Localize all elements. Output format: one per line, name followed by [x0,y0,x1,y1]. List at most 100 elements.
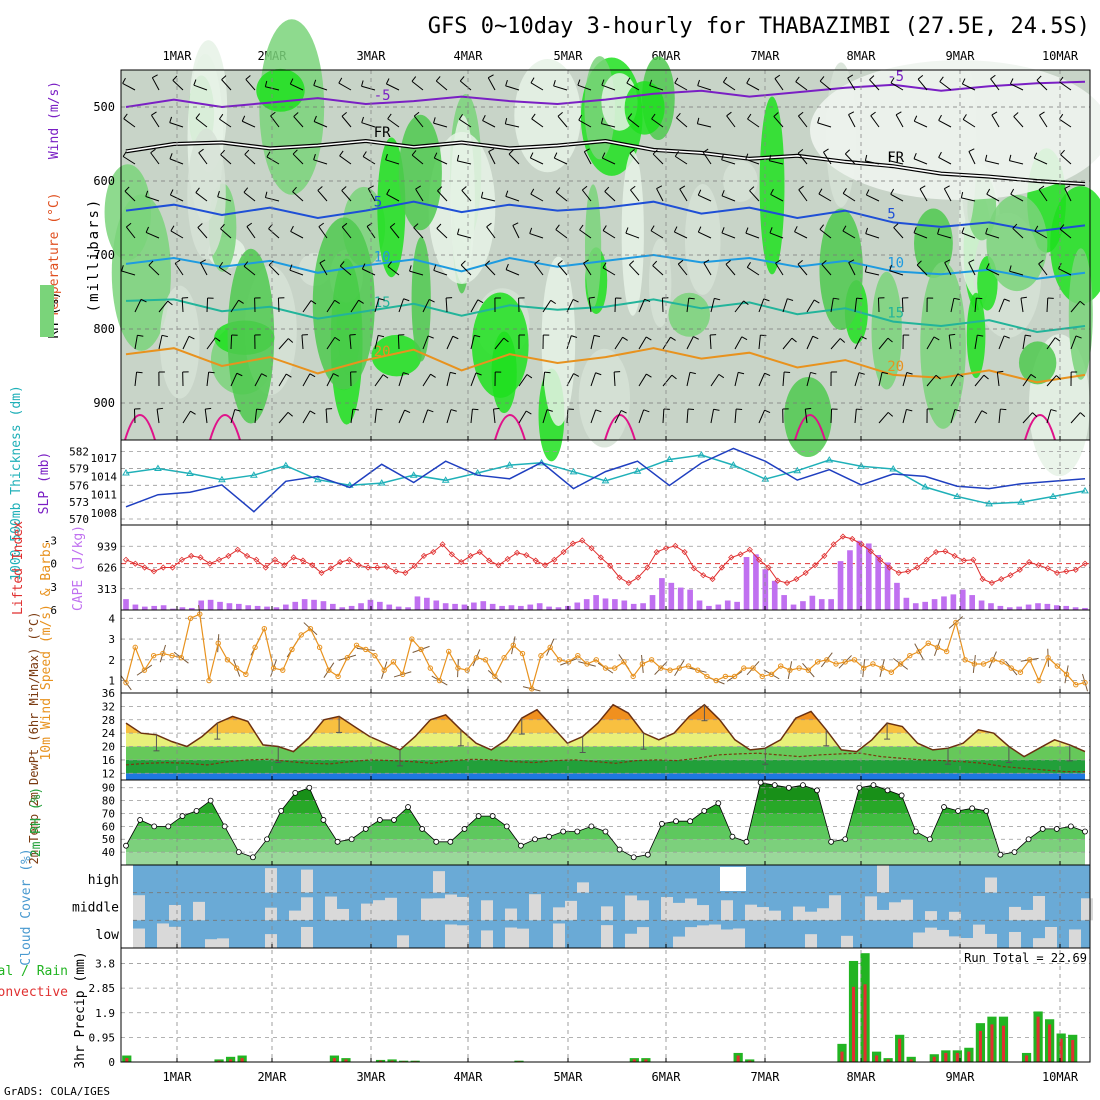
wind-barb [797,263,808,276]
wind-barb [710,298,715,313]
wind-barb-flag [245,75,251,80]
li-marker [653,548,660,556]
li-marker [150,568,157,575]
wind-barb [1046,337,1056,350]
wind-barb-flag [721,227,725,234]
precip-tick: 0.95 [89,1031,116,1044]
rh-marker [757,779,764,786]
rh-blob [819,208,863,331]
wind-barb-flag [557,112,563,117]
wind-barb [397,334,400,350]
wind-barb [1070,300,1081,313]
wind-barb-flag [688,297,695,300]
rh-marker [616,846,623,853]
cloud-cell [805,911,817,921]
wind-barb-flag [427,335,434,339]
wind-barb-flag [317,186,323,191]
wind-ylabel: 10m Wind Speed (m/s) & Barbs [39,541,54,760]
rh-tick: 70 [102,807,115,820]
temp-band [126,773,1085,780]
dewpoint-line [125,752,1085,773]
wind-speed-marker [353,642,360,648]
cloud-cell [265,868,277,893]
wind-barb-flag [1009,78,1014,85]
wind-barb [398,409,406,424]
isotherm-line [125,298,1086,334]
chart-footer: GrADS: COLA/IGES [4,1085,110,1098]
wind-speed-marker [851,657,858,663]
rh-marker [179,813,186,819]
cape-bar [132,604,139,610]
wind-barb [996,372,1000,387]
li-marker [253,556,260,563]
cloud-cell [637,900,649,921]
wind-barb-flag [919,185,926,190]
cape-bar [875,555,881,610]
wind-barb [968,151,976,165]
wind-barb [292,191,304,202]
wind-barb-flag [629,149,635,154]
wind-barb-flag [433,117,436,124]
wind-barb [590,372,597,387]
wind-barb [758,335,761,350]
wind-barb [221,79,232,91]
wind-barb-flag [818,188,823,195]
wind-barb [220,228,232,239]
wind-barb-flag [968,148,975,152]
date-label-bottom: 3MAR [357,1070,387,1084]
wind-barb-flag [270,111,276,117]
wind-barb-flag [126,222,132,228]
wind-barb [674,82,688,91]
wind-barb-flag [798,111,804,117]
wind-barb [613,371,616,387]
wind-barb-flag [452,335,459,340]
precip-convective-bar [332,1058,336,1062]
wind-barb [270,115,280,128]
wind-barb-flag [313,115,317,122]
wind-barb-flag [217,190,220,197]
thickness-marker [313,475,322,483]
wind-barb-flag [486,222,492,228]
cape-bar [179,607,186,610]
pressure-tick: 800 [93,322,115,336]
wind-barb [339,155,352,165]
cloud-cell [949,936,961,948]
wind-speed-marker [888,669,895,675]
wind-barb-flag [266,151,271,158]
wind-barb [122,156,136,165]
wind-barb [819,80,832,91]
precip-convective-bar [932,1056,936,1062]
wind-barb-flag [170,225,175,232]
li-marker [458,559,465,566]
cloud-cell [685,898,697,921]
wind-barb-flag [938,114,942,121]
date-label-top: 8MAR [847,49,877,63]
wind-barb [268,264,280,276]
wind-barb-flag [145,190,149,197]
wind-barb [158,335,163,350]
wind-barb [686,336,694,350]
wind-barb-flag [534,259,540,265]
wind-barb-flag [361,263,366,270]
cloud-layer-label: middle [72,901,119,916]
wind-barb [962,119,976,128]
wind-barb-flag [450,409,457,412]
wind-barb [488,151,496,165]
precip-convective-bar [909,1059,913,1062]
wind-barb-flag [644,298,651,302]
wind-barb [674,231,688,239]
wind-barb-flag [461,186,467,191]
wind-barb [1046,297,1049,313]
wind-barb-flag [553,152,558,159]
wind-speed-marker [547,644,553,651]
wind-barb-flag [525,410,532,415]
cape-bar [254,605,261,610]
cloud-cell [361,903,373,921]
wind-speed-marker [529,686,535,692]
date-label-bottom: 4MAR [454,1070,484,1084]
cape-bar [847,550,853,610]
cloud-cell [301,897,313,921]
wind-barb [625,232,640,239]
cloud-cell [433,871,445,893]
wind-barb-flag [122,77,126,84]
